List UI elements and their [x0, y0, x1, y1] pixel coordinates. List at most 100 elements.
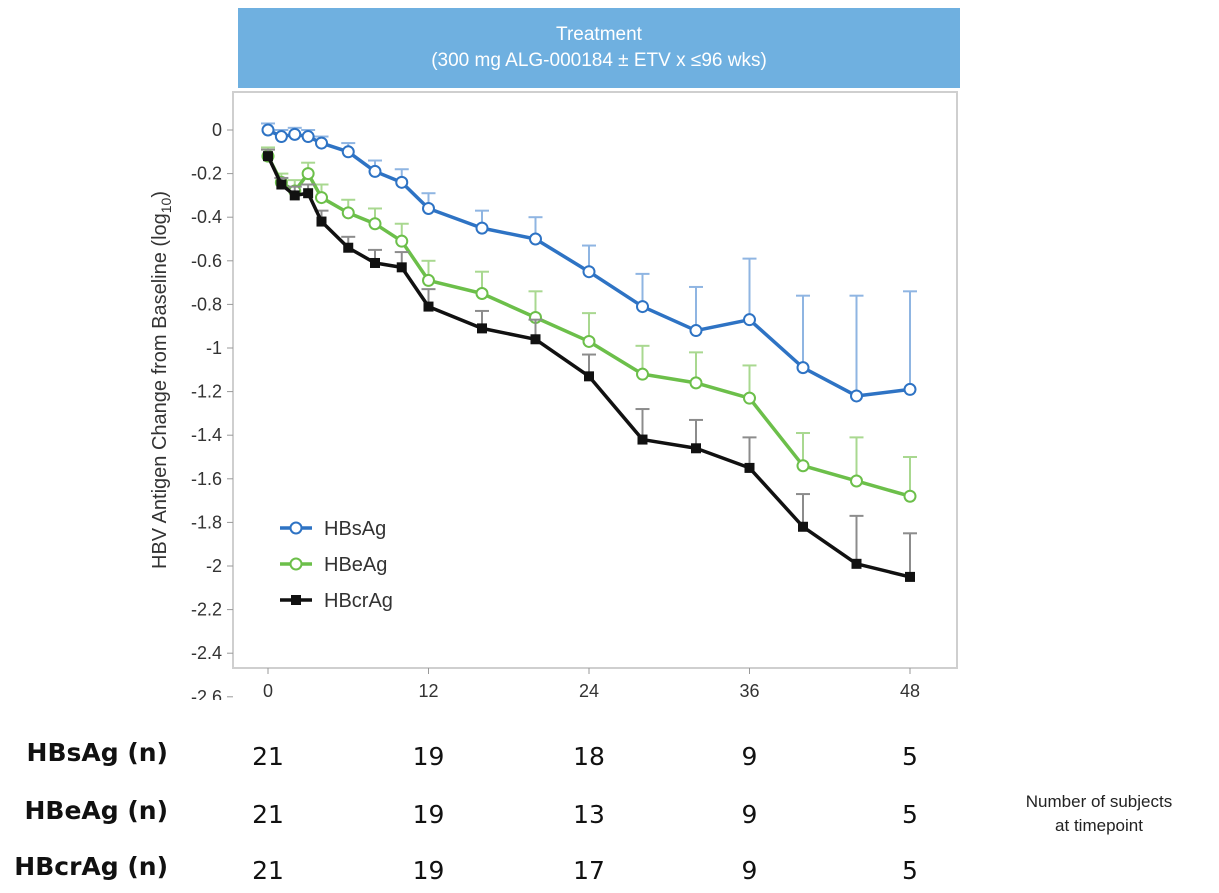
banner-title: Treatment — [556, 24, 642, 45]
count-cell: 5 — [902, 742, 918, 771]
y-tick-label: -0.2 — [191, 164, 222, 184]
count-row-label: HBeAg (n) — [24, 796, 168, 825]
count-cell: 19 — [412, 742, 445, 771]
count-note-line2: at timepoint — [1055, 816, 1143, 835]
data-point-hbsag — [341, 145, 355, 159]
data-point-hbcrag — [276, 179, 287, 190]
data-point-hbsag — [903, 382, 917, 396]
y-tick-label: -0.8 — [191, 294, 222, 314]
data-point-hbsag — [475, 221, 489, 235]
count-note-line1: Number of subjects — [1025, 792, 1173, 811]
y-tick-label: -2 — [206, 556, 222, 576]
legend-marker-hbsag — [289, 521, 303, 535]
line-chart: HBV Antigen Change from Baseline (log10)… — [149, 91, 958, 700]
count-cell: 17 — [573, 856, 605, 885]
y-tick-label: -0.6 — [191, 251, 222, 271]
y-axis-label-end: ) — [149, 191, 171, 198]
data-point-hbsag — [796, 361, 810, 375]
count-cell: 18 — [573, 742, 605, 771]
plot-area-frame — [232, 91, 958, 669]
x-tick-label: 0 — [263, 681, 273, 700]
data-point-hbeag — [301, 167, 315, 181]
y-tick-label: -1.8 — [191, 512, 222, 532]
count-row-label: HBcrAg (n) — [14, 852, 168, 881]
data-point-hbcrag — [316, 216, 327, 227]
legend-label-hbcrag: HBcrAg — [324, 590, 393, 612]
y-axis-ticks: 0 -0.2 -0.4 -0.6 -0.8 -1 -1.2 -1.4 -1.6 -1.8 -2 -2.… — [191, 120, 233, 700]
data-point-hbcrag — [744, 462, 755, 473]
y-axis-label-subscript: 10 — [158, 197, 174, 213]
banner-subtitle: (300 mg ALG-000184 ± ETV x ≤96 wks) — [431, 50, 767, 71]
count-cell: 5 — [902, 800, 918, 829]
y-tick-label: -0.4 — [191, 207, 222, 227]
data-point-hbsag — [582, 265, 596, 279]
data-point-hbcrag — [343, 242, 354, 253]
count-cell: 21 — [252, 800, 284, 829]
data-point-hbsag — [689, 324, 703, 338]
treatment-banner: Treatment (300 mg ALG-000184 ± ETV x ≤96… — [238, 8, 960, 88]
x-tick-label: 24 — [579, 681, 599, 700]
data-point-hbcrag — [263, 151, 273, 162]
data-point-hbcrag — [851, 558, 862, 569]
count-cell: 21 — [252, 742, 284, 771]
x-tick-label: 36 — [739, 681, 759, 700]
legend: HBsAg HBeAg HBcrAg — [280, 518, 393, 612]
data-point-hbcrag — [477, 323, 487, 334]
data-point-hbsag — [395, 175, 409, 189]
data-point-hbcrag — [530, 334, 541, 345]
data-point-hbeag — [850, 474, 863, 488]
legend-marker-hbcrag — [291, 595, 301, 605]
data-point-hbsag — [315, 136, 328, 150]
data-point-hbcrag — [637, 434, 648, 445]
data-point-hbeag — [422, 273, 435, 287]
y-tick-label: -1 — [206, 338, 222, 358]
data-point-hbsag — [636, 300, 649, 314]
data-point-hbeag — [689, 376, 703, 390]
data-point-hbeag — [796, 459, 810, 473]
data-point-hbsag — [301, 130, 315, 144]
data-point-hbsag — [288, 127, 302, 141]
series-hbeag — [261, 146, 917, 503]
data-point-hbsag — [422, 201, 435, 215]
data-point-hbcrag — [396, 262, 407, 273]
y-tick-label: 0 — [212, 120, 222, 140]
data-point-hbeag — [315, 191, 328, 205]
data-point-hbcrag — [303, 188, 314, 199]
count-cell: 9 — [741, 742, 758, 771]
y-tick-label: -1.4 — [191, 425, 222, 445]
data-point-hbcrag — [423, 301, 434, 312]
data-point-hbeag — [636, 367, 649, 381]
x-tick-label: 48 — [900, 681, 920, 700]
y-tick-label: -1.6 — [191, 469, 222, 489]
data-point-hbcrag — [798, 521, 808, 532]
data-point-hbeag — [368, 217, 382, 231]
data-point-hbcrag — [289, 190, 300, 201]
data-point-hbeag — [341, 206, 355, 220]
series-hbcrag — [261, 148, 917, 582]
y-axis-label: HBV Antigen Change from Baseline (log10) — [149, 191, 174, 569]
count-cell: 9 — [741, 800, 758, 829]
count-cell: 5 — [902, 856, 918, 885]
count-note: Number of subjects at timepoint — [986, 790, 1212, 838]
y-axis-label-main: HBV Antigen Change from Baseline (log — [149, 213, 171, 569]
data-point-hbsag — [368, 164, 382, 178]
data-point-hbsag — [850, 389, 863, 403]
series-hbsag — [261, 122, 917, 403]
count-cell: 13 — [573, 800, 605, 829]
count-cell: 21 — [252, 856, 284, 885]
x-tick-label: 12 — [418, 681, 438, 700]
legend-label-hbeag: HBeAg — [324, 554, 387, 576]
data-point-hbsag — [274, 130, 288, 144]
data-point-hbsag — [261, 123, 275, 137]
x-axis-ticks: 0 12 24 36 48 — [263, 668, 920, 700]
count-cell: 19 — [412, 800, 445, 829]
count-row-label: HBsAg (n) — [26, 738, 168, 767]
data-point-hbcrag — [691, 443, 701, 454]
data-point-hbcrag — [905, 571, 915, 582]
data-point-hbeag — [743, 391, 756, 405]
count-cell: 19 — [412, 856, 445, 885]
y-tick-label: -2.6 — [191, 687, 222, 700]
data-point-hbcrag — [370, 257, 380, 268]
data-point-hbeag — [475, 287, 489, 300]
count-cell: 9 — [741, 856, 758, 885]
